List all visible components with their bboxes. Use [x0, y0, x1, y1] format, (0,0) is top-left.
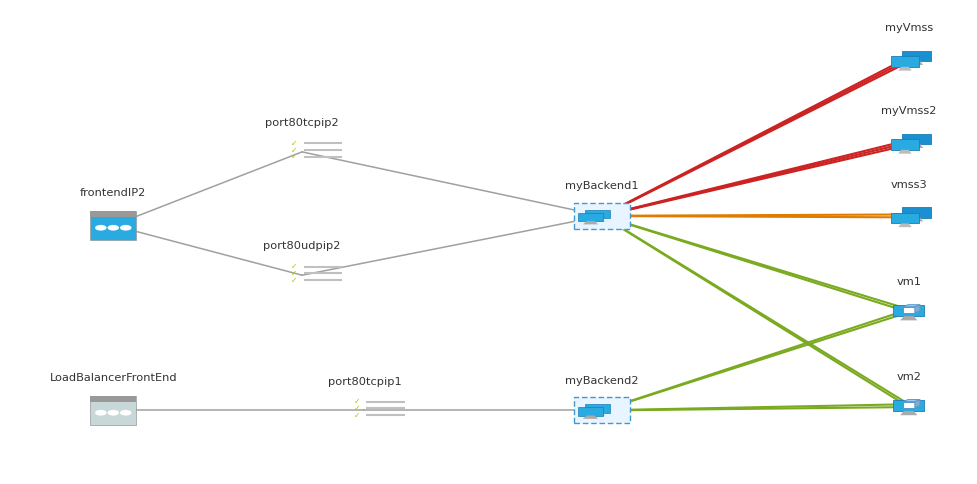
Bar	[573, 397, 629, 424]
Bar	[584, 210, 609, 218]
Bar	[902, 402, 913, 408]
Text: ✓: ✓	[354, 397, 360, 407]
Bar	[890, 56, 918, 67]
Bar	[90, 396, 136, 425]
Bar	[893, 305, 923, 316]
Bar	[901, 51, 930, 61]
Text: vm2: vm2	[896, 372, 920, 382]
Polygon shape	[582, 415, 598, 419]
Circle shape	[107, 225, 119, 230]
Bar	[890, 139, 918, 150]
Bar	[893, 400, 923, 411]
Bar	[90, 211, 136, 240]
Circle shape	[95, 410, 106, 416]
Text: ✓: ✓	[291, 275, 297, 285]
Circle shape	[95, 225, 106, 230]
Polygon shape	[913, 305, 919, 313]
Polygon shape	[899, 316, 916, 320]
Text: ✓: ✓	[291, 139, 297, 148]
Circle shape	[120, 410, 131, 416]
Bar	[90, 396, 136, 402]
Polygon shape	[913, 400, 919, 408]
Text: myVmss2: myVmss2	[880, 106, 936, 116]
Polygon shape	[897, 67, 911, 71]
Text: port80tcpip2: port80tcpip2	[265, 118, 339, 128]
Polygon shape	[909, 61, 922, 65]
Polygon shape	[902, 400, 919, 402]
Circle shape	[107, 410, 119, 416]
Polygon shape	[582, 221, 598, 225]
Text: port80udpip2: port80udpip2	[263, 242, 340, 252]
Bar	[577, 212, 603, 221]
Polygon shape	[897, 150, 911, 153]
Bar	[584, 404, 609, 413]
Bar	[90, 211, 136, 217]
Circle shape	[120, 225, 131, 230]
Polygon shape	[899, 411, 916, 415]
Text: ✓: ✓	[291, 146, 297, 154]
Bar	[902, 307, 913, 313]
Bar	[901, 207, 930, 218]
Text: ✓: ✓	[354, 404, 360, 413]
Text: vmss3: vmss3	[889, 180, 926, 190]
Text: ✓: ✓	[354, 410, 360, 420]
Bar	[577, 407, 603, 415]
Polygon shape	[909, 218, 922, 222]
Polygon shape	[589, 218, 605, 222]
Text: myBackend1: myBackend1	[565, 181, 638, 191]
Polygon shape	[897, 223, 911, 227]
Text: myVmss: myVmss	[884, 23, 932, 33]
Bar	[901, 134, 930, 144]
Polygon shape	[909, 144, 922, 148]
Text: ✓: ✓	[291, 262, 297, 271]
Text: myBackend2: myBackend2	[565, 376, 638, 386]
Bar	[890, 213, 918, 223]
Text: port80tcpip1: port80tcpip1	[327, 377, 401, 387]
Polygon shape	[589, 413, 605, 416]
Bar	[573, 203, 629, 229]
Polygon shape	[902, 305, 919, 307]
Text: frontendIP2: frontendIP2	[80, 188, 147, 198]
Text: LoadBalancerFrontEnd: LoadBalancerFrontEnd	[50, 373, 177, 383]
Text: ✓: ✓	[291, 152, 297, 161]
Text: vm1: vm1	[895, 277, 920, 287]
Text: ✓: ✓	[291, 269, 297, 278]
